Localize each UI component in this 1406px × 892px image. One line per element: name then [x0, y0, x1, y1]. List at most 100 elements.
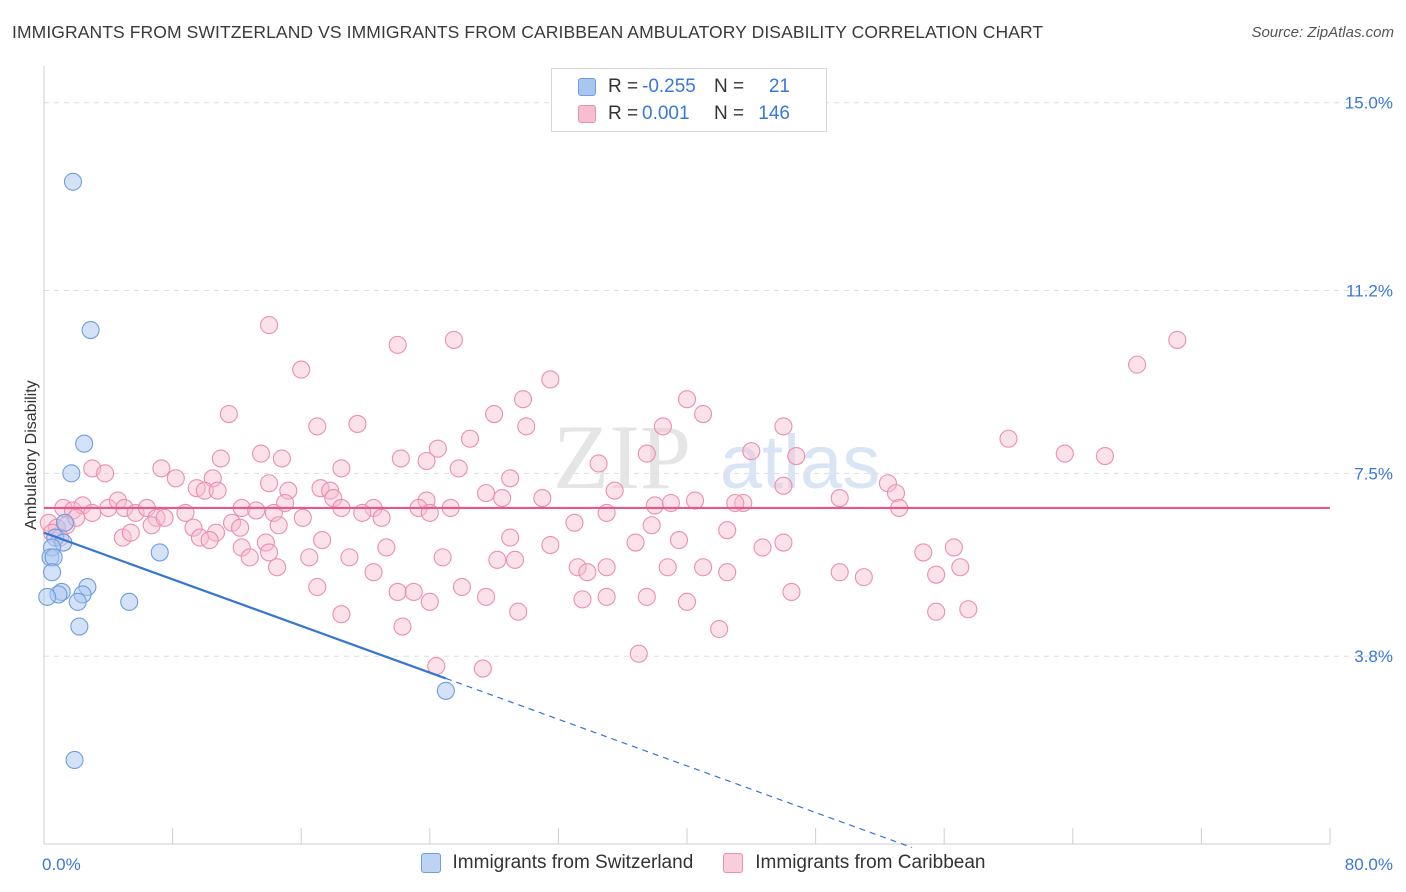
caribbean-point [340, 548, 359, 567]
caribbean-point [541, 535, 560, 555]
y-tick-label: 15.0% [1345, 94, 1393, 113]
tick-labels: 3.8% 7.5% 11.2% 15.0% 0.0% 80.0% [42, 94, 1393, 874]
caribbean-point [292, 360, 311, 379]
caribbean-point [493, 489, 512, 508]
legend-r-label: R = [608, 76, 639, 97]
caribbean-point [774, 533, 793, 552]
caribbean-point [240, 548, 259, 567]
caribbean-point [718, 563, 737, 582]
grid-lines [44, 102, 1392, 657]
caribbean-point [388, 582, 407, 602]
x-tick-label-min: 0.0% [42, 855, 81, 874]
switzerland-point [63, 172, 82, 191]
caribbean-point [372, 508, 391, 527]
caribbean-point [200, 531, 219, 550]
caribbean-point [927, 602, 946, 621]
caribbean-point [753, 538, 772, 557]
caribbean-point [830, 563, 849, 582]
caribbean-point [501, 469, 520, 488]
caribbean-point [774, 417, 793, 436]
caribbean-point [787, 447, 806, 466]
caribbean-point [533, 489, 552, 508]
caribbean-point [184, 518, 203, 537]
switzerland-trend-extension [445, 677, 913, 849]
caribbean-point [313, 531, 332, 550]
caribbean-point [774, 476, 793, 495]
caribbean-point [420, 592, 439, 611]
caribbean-point [944, 538, 963, 557]
legend-n-label: N = [714, 76, 745, 97]
caribbean-point [605, 481, 624, 500]
caribbean-point [637, 587, 656, 606]
caribbean-point [677, 592, 697, 611]
axes [43, 66, 1331, 845]
caribbean-point [513, 390, 533, 409]
caribbean-point [589, 454, 608, 473]
caribbean-point [637, 444, 656, 463]
caribbean-point [830, 489, 849, 508]
caribbean-point [460, 429, 480, 448]
caribbean-point [669, 531, 689, 550]
caribbean-point [597, 558, 616, 577]
series-swatch-blue [420, 853, 441, 873]
caribbean-point [348, 414, 367, 433]
caribbean-point [393, 617, 412, 636]
caribbean-point [259, 474, 279, 493]
caribbean-point [211, 449, 230, 468]
caribbean-point [155, 508, 174, 527]
caribbean-point [505, 550, 525, 569]
caribbean-point [388, 335, 407, 354]
caribbean-point [578, 563, 597, 582]
x-tick-label-max: 80.0% [1345, 855, 1393, 874]
caribbean-point [272, 449, 291, 468]
switzerland-point [65, 750, 84, 770]
caribbean-point [541, 370, 560, 389]
caribbean-point [597, 587, 616, 606]
caribbean-point [449, 459, 468, 478]
caribbean-point [308, 577, 327, 597]
caribbean-point [488, 550, 507, 569]
caribbean-point [951, 558, 970, 577]
caribbean-point [565, 513, 584, 532]
caribbean-point [677, 390, 697, 409]
caribbean-point [473, 659, 492, 678]
legend-r-value: 0.001 [642, 103, 690, 124]
caribbean-point [417, 451, 436, 471]
caribbean-point [718, 521, 737, 540]
caribbean-point [96, 464, 115, 483]
caribbean-point [653, 417, 672, 436]
legend-row-switzerland: R = -0.255 N = 21 [578, 75, 790, 99]
switzerland-point [436, 681, 455, 700]
y-tick-label: 3.8% [1354, 647, 1393, 666]
switzerland-point [68, 592, 87, 611]
switzerland-trend-line [43, 531, 447, 680]
switzerland-point [38, 587, 57, 606]
watermark: ZIP atlas [553, 406, 880, 508]
caribbean-point [428, 439, 447, 458]
caribbean-point [694, 558, 713, 577]
y-tick-label: 11.2% [1346, 282, 1393, 301]
caribbean-point [1128, 355, 1147, 374]
caribbean-point [231, 518, 250, 537]
caribbean-point [509, 602, 528, 621]
caribbean-point [259, 316, 279, 335]
legend-swatch-pink [578, 105, 596, 123]
caribbean-point [626, 533, 645, 552]
caribbean-point [219, 405, 238, 424]
legend-swatch-blue [578, 78, 596, 96]
caribbean-point [195, 481, 214, 500]
caribbean-point [573, 590, 592, 609]
caribbean-point [452, 577, 472, 597]
switzerland-point [42, 563, 62, 582]
switzerland-point [75, 434, 94, 453]
caribbean-point [914, 543, 933, 562]
caribbean-point [433, 548, 452, 567]
caribbean-point [854, 568, 873, 587]
caribbean-point [782, 582, 801, 602]
caribbean-point [886, 484, 906, 503]
caribbean-point [121, 523, 140, 542]
caribbean-point [1095, 447, 1114, 466]
y-tick-label: 7.5% [1354, 464, 1393, 483]
caribbean-point [332, 459, 351, 478]
caribbean-point [999, 429, 1018, 448]
